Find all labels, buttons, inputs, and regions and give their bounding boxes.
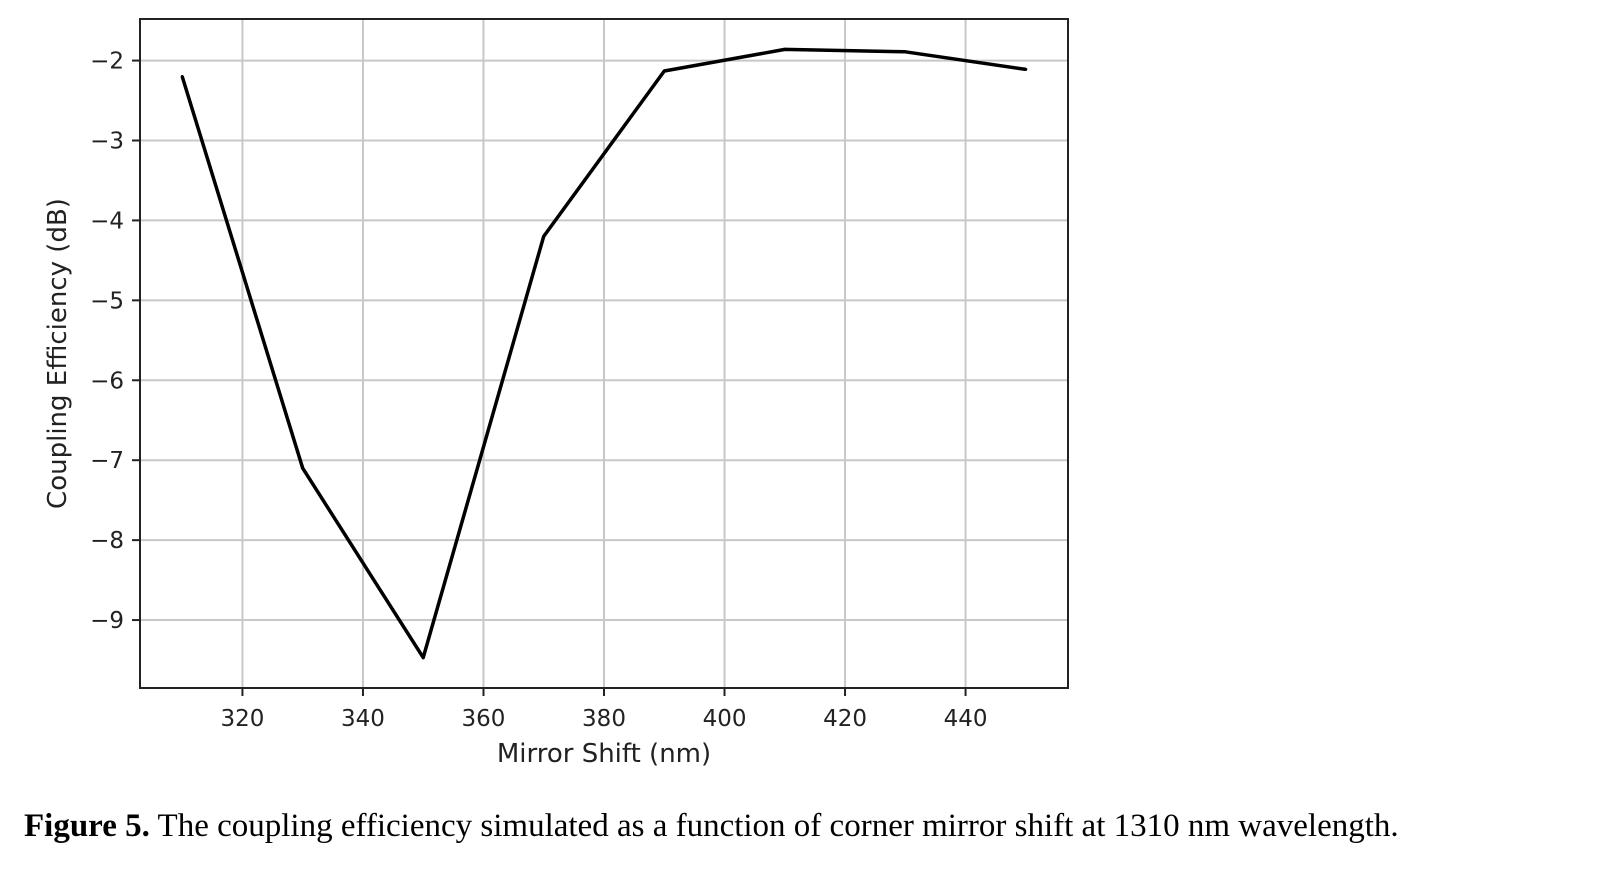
x-tick-label: 400 bbox=[703, 706, 747, 732]
data-point bbox=[783, 47, 787, 51]
x-axis: 320 340 360 380 400 420 440 bbox=[220, 688, 988, 732]
x-tick-label: 420 bbox=[823, 706, 867, 732]
x-axis-label: Mirror Shift (nm) bbox=[497, 739, 711, 769]
y-tick-label: −7 bbox=[90, 448, 124, 474]
y-tick-label: −3 bbox=[90, 128, 124, 154]
x-tick-label: 340 bbox=[341, 706, 385, 732]
x-tick-label: 440 bbox=[944, 706, 988, 732]
series-layer bbox=[180, 47, 1028, 660]
x-tick-label: 380 bbox=[582, 706, 626, 732]
y-tick-label: −5 bbox=[90, 288, 124, 314]
y-tick-label: −6 bbox=[90, 368, 124, 394]
figure-caption-label: Figure 5. bbox=[24, 808, 150, 844]
y-tick-label: −4 bbox=[90, 208, 124, 234]
data-point bbox=[542, 234, 546, 238]
data-point bbox=[1024, 67, 1028, 71]
y-axis-label: Coupling Efficiency (dB) bbox=[43, 198, 73, 509]
x-tick-label: 320 bbox=[220, 706, 264, 732]
x-tick-label: 360 bbox=[462, 706, 506, 732]
data-point bbox=[421, 656, 425, 660]
coupling-efficiency-chart: 320 340 360 380 400 420 440 −2 −3 −4 −5 −6 −7 −8 −9 M… bbox=[43, 18, 1069, 769]
data-point bbox=[180, 75, 184, 79]
y-tick-label: −8 bbox=[90, 528, 124, 554]
data-point bbox=[301, 466, 305, 470]
figure-caption-text: The coupling efficiency simulated as a f… bbox=[157, 808, 1399, 844]
y-tick-label: −2 bbox=[90, 49, 124, 75]
y-axis: −2 −3 −4 −5 −6 −7 −8 −9 bbox=[90, 49, 140, 634]
data-point bbox=[662, 69, 666, 73]
data-point bbox=[903, 50, 907, 54]
series-line bbox=[180, 47, 1027, 660]
y-tick-label: −9 bbox=[90, 608, 124, 634]
figure-caption: Figure 5. The coupling efficiency simula… bbox=[24, 808, 1594, 845]
grid bbox=[140, 19, 1068, 688]
